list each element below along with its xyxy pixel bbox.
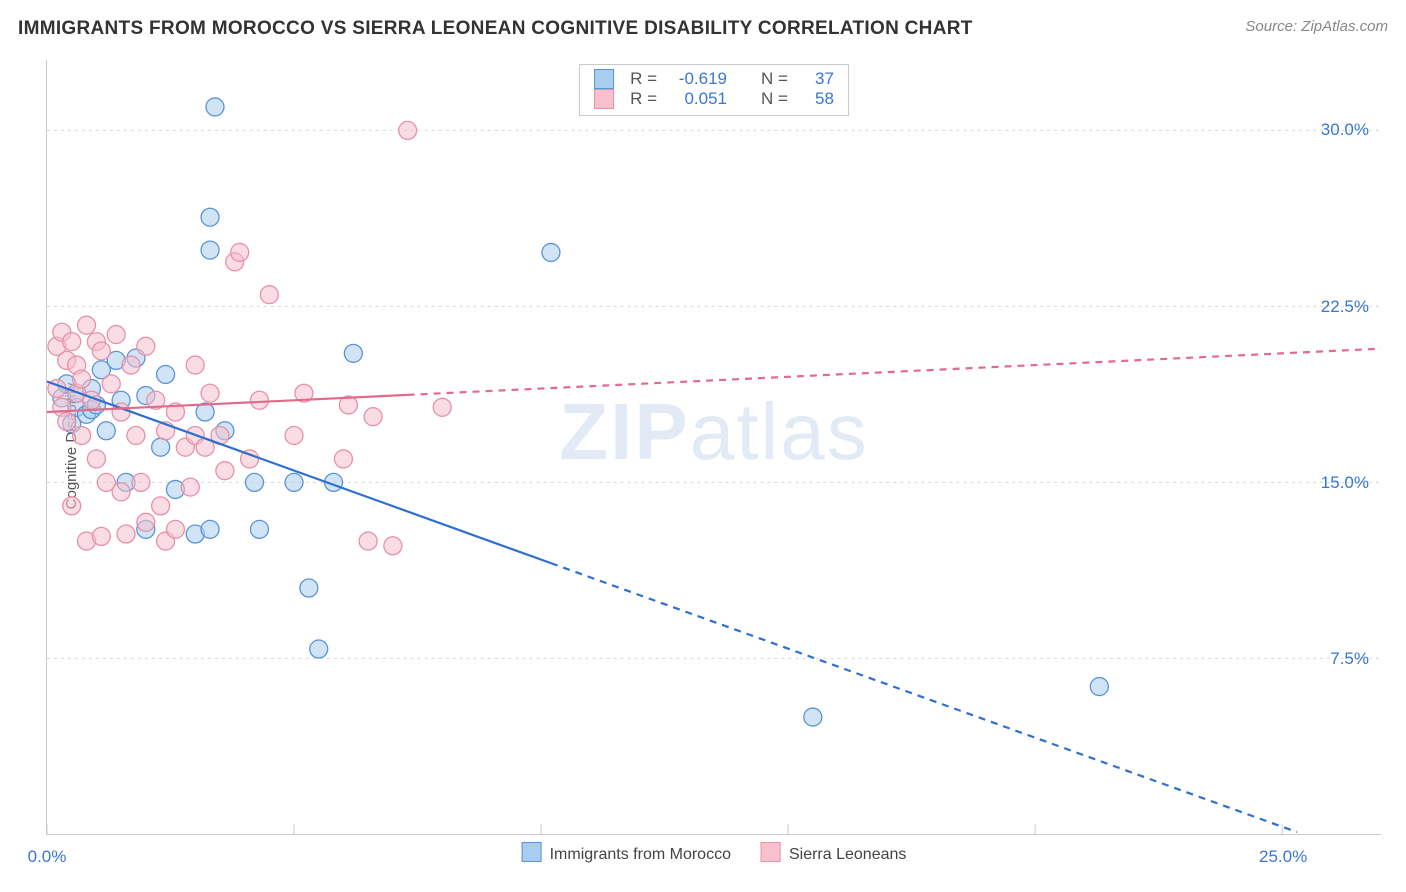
source-label: Source: xyxy=(1245,18,1301,35)
stats-legend-row: R = -0.619 N = 37 xyxy=(594,69,834,89)
legend-swatch xyxy=(594,69,614,89)
stats-legend: R = -0.619 N = 37 R = 0.051 N = 58 xyxy=(579,64,849,116)
series-legend: Immigrants from Morocco Sierra Leoneans xyxy=(522,842,907,864)
y-tick-label: 15.0% xyxy=(1321,473,1369,493)
legend-swatch xyxy=(522,842,542,862)
stat-n-label: N = xyxy=(761,69,788,89)
x-tick-label: 0.0% xyxy=(28,847,67,867)
scatter-plot-svg xyxy=(47,60,1381,834)
stat-r-label: R = xyxy=(630,69,657,89)
legend-swatch xyxy=(761,842,781,862)
stat-r-value: -0.619 xyxy=(667,69,727,89)
stat-r-value: 0.051 xyxy=(667,89,727,109)
source-credit: Source: ZipAtlas.com xyxy=(1245,18,1388,36)
y-tick-label: 22.5% xyxy=(1321,297,1369,317)
stat-n-value: 37 xyxy=(798,69,834,89)
legend-series-name: Sierra Leoneans xyxy=(789,846,906,863)
legend-item: Immigrants from Morocco xyxy=(522,842,731,864)
page-title: IMMIGRANTS FROM MOROCCO VS SIERRA LEONEA… xyxy=(18,18,973,40)
source-value: ZipAtlas.com xyxy=(1301,18,1388,35)
stats-legend-row: R = 0.051 N = 58 xyxy=(594,89,834,109)
stat-n-label: N = xyxy=(761,89,788,109)
stat-r-label: R = xyxy=(630,89,657,109)
legend-swatch xyxy=(594,89,614,109)
y-tick-label: 7.5% xyxy=(1330,649,1369,669)
chart-area: ZIPatlas R =-0.619N =37R =0.051N =58 Imm… xyxy=(46,60,1381,835)
legend-series-name: Immigrants from Morocco xyxy=(550,846,731,863)
legend-item: Sierra Leoneans xyxy=(761,842,906,864)
stat-n-value: 58 xyxy=(798,89,834,109)
y-tick-label: 30.0% xyxy=(1321,120,1369,140)
x-tick-label: 25.0% xyxy=(1259,847,1307,867)
